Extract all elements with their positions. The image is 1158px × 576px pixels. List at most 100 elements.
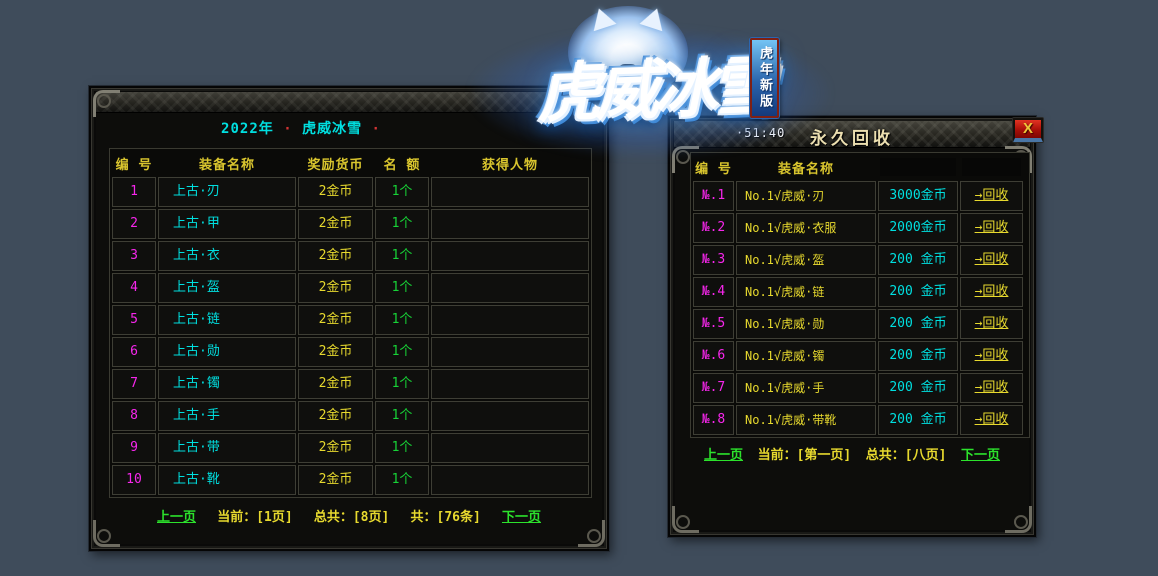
reward-winner — [431, 433, 589, 463]
current-page-label: 当前：[第一页] — [757, 448, 852, 463]
reward-item-name: 上古·刃 — [158, 177, 296, 207]
countdown-timer: ·51:40 — [736, 126, 786, 140]
reward-currency: 2金币 — [298, 209, 373, 239]
next-page-link[interactable]: 下一页 — [960, 448, 1000, 463]
reward-item-name: 上古·衣 — [158, 241, 296, 271]
reward-table-row: 1 上古·刃 2金币 1个 — [112, 177, 589, 207]
reward-currency: 2金币 — [298, 273, 373, 303]
recycle-table-row: №.4 No.1√虎威·链 200 金币 →回收 — [693, 277, 1027, 307]
reward-quota: 1个 — [375, 273, 429, 303]
panel-top-ornament-bar — [96, 92, 602, 113]
recycle-action-cell: →回收 — [960, 245, 1023, 275]
reward-table-row: 5 上古·链 2金币 1个 — [112, 305, 589, 335]
header-blank-cell — [880, 158, 956, 176]
recycle-button[interactable]: →回收 — [974, 380, 1009, 395]
recycle-button[interactable]: →回收 — [974, 348, 1009, 363]
recycle-button[interactable]: →回收 — [974, 188, 1009, 203]
recycle-item-name: No.1√虎威·带靴 — [736, 405, 876, 435]
reward-item-name: 上古·盔 — [158, 273, 296, 303]
reward-panel-title: 2022年 · 虎威冰雪 · — [91, 118, 511, 138]
recycle-item-name: No.1√虎威·链 — [736, 277, 876, 307]
reward-item-name: 上古·手 — [158, 401, 296, 431]
recycle-action-cell: →回收 — [960, 181, 1023, 211]
frame-corner-ornament — [672, 506, 699, 533]
reward-quota: 1个 — [375, 369, 429, 399]
reward-table-row: 4 上古·盔 2金币 1个 — [112, 273, 589, 303]
reward-quota: 1个 — [375, 177, 429, 207]
recycle-action-cell: →回收 — [960, 341, 1023, 371]
reward-item-name: 上古·带 — [158, 433, 296, 463]
reward-row-number: 5 — [112, 305, 156, 335]
recycle-row-number: №.8 — [693, 405, 734, 435]
column-header-number: 编 号 — [695, 161, 732, 177]
next-page-link[interactable]: 下一页 — [501, 510, 541, 525]
recycle-row-number: №.6 — [693, 341, 734, 371]
recycle-table-row: №.8 No.1√虎威·带靴 200 金币 →回收 — [693, 405, 1027, 435]
current-page-label: 当前：[1页] — [217, 510, 293, 525]
recycle-action-cell: →回收 — [960, 373, 1023, 403]
reward-winner — [431, 273, 589, 303]
reward-currency: 2金币 — [298, 369, 373, 399]
recycle-button[interactable]: →回收 — [974, 316, 1009, 331]
reward-item-name: 上古·靴 — [158, 465, 296, 495]
title-event-name: 虎威冰雪 — [302, 121, 363, 137]
recycle-price: 3000金币 — [878, 181, 958, 211]
recycle-price: 2000金币 — [878, 213, 958, 243]
recycle-price: 200 金币 — [878, 405, 958, 435]
recycle-table: 编 号 装备名称 №.1 No.1√虎威·刃 3000金币 →回收 №.2 No… — [690, 152, 1030, 438]
recycle-item-name: No.1√虎威·勋 — [736, 309, 876, 339]
title-dot: · — [371, 121, 381, 137]
recycle-row-number: №.2 — [693, 213, 734, 243]
close-button[interactable]: X — [1013, 118, 1043, 142]
reward-currency: 2金币 — [298, 433, 373, 463]
reward-currency: 2金币 — [298, 337, 373, 367]
recycle-table-row: №.5 No.1√虎威·勋 200 金币 →回收 — [693, 309, 1027, 339]
prev-page-link[interactable]: 上一页 — [157, 510, 197, 525]
reward-row-number: 1 — [112, 177, 156, 207]
recycle-price: 200 金币 — [878, 341, 958, 371]
reward-winner — [431, 337, 589, 367]
recycle-button[interactable]: →回收 — [974, 284, 1009, 299]
reward-quota: 1个 — [375, 209, 429, 239]
recycle-table-row: №.1 No.1√虎威·刃 3000金币 →回收 — [693, 181, 1027, 211]
recycle-item-name: No.1√虎威·手 — [736, 373, 876, 403]
recycle-button[interactable]: →回收 — [974, 412, 1009, 427]
recycle-item-name: No.1√虎威·衣服 — [736, 213, 876, 243]
reward-pagination-bar: 上一页 当前：[1页] 总共：[8页] 共：[76条] 下一页 — [91, 506, 607, 525]
reward-table-row: 3 上古·衣 2金币 1个 — [112, 241, 589, 271]
column-header-item: 装备名称 — [777, 161, 834, 177]
reward-quota: 1个 — [375, 401, 429, 431]
recycle-row-number: №.7 — [693, 373, 734, 403]
recycle-pagination-bar: 上一页 当前：[第一页] 总共：[八页] 下一页 — [684, 444, 1020, 463]
reward-quota: 1个 — [375, 433, 429, 463]
recycle-panel: ·51:40 永久回收 X 编 号 装备名称 №.1 No.1√虎威·刃 300… — [668, 116, 1043, 537]
recycle-row-number: №.1 — [693, 181, 734, 211]
recycle-table-row: №.7 No.1√虎威·手 200 金币 →回收 — [693, 373, 1027, 403]
recycle-price: 200 金币 — [878, 309, 958, 339]
reward-item-name: 上古·镯 — [158, 369, 296, 399]
recycle-button[interactable]: →回收 — [974, 252, 1009, 267]
reward-quota: 1个 — [375, 305, 429, 335]
reward-table-row: 7 上古·镯 2金币 1个 — [112, 369, 589, 399]
recycle-table-row: №.2 No.1√虎威·衣服 2000金币 →回收 — [693, 213, 1027, 243]
reward-currency: 2金币 — [298, 305, 373, 335]
reward-table-row: 2 上古·甲 2金币 1个 — [112, 209, 589, 239]
recycle-panel-title: 永久回收 — [810, 129, 894, 149]
recycle-table-row: №.3 No.1√虎威·盔 200 金币 →回收 — [693, 245, 1027, 275]
reward-winner — [431, 305, 589, 335]
recycle-button[interactable]: →回收 — [974, 220, 1009, 235]
reward-table-row: 9 上古·带 2金币 1个 — [112, 433, 589, 463]
reward-item-name: 上古·勋 — [158, 337, 296, 367]
reward-row-number: 6 — [112, 337, 156, 367]
title-year: 2022年 — [221, 121, 274, 137]
reward-currency: 2金币 — [298, 401, 373, 431]
reward-table-row: 10 上古·靴 2金币 1个 — [112, 465, 589, 495]
reward-winner — [431, 177, 589, 207]
column-header-winner: 获得人物 — [481, 157, 538, 173]
reward-table-header: 编 号 装备名称 奖励货币 名 额 获得人物 — [112, 151, 589, 175]
reward-currency: 2金币 — [298, 465, 373, 495]
reward-quota: 1个 — [375, 337, 429, 367]
prev-page-link[interactable]: 上一页 — [704, 448, 744, 463]
reward-table-row: 8 上古·手 2金币 1个 — [112, 401, 589, 431]
